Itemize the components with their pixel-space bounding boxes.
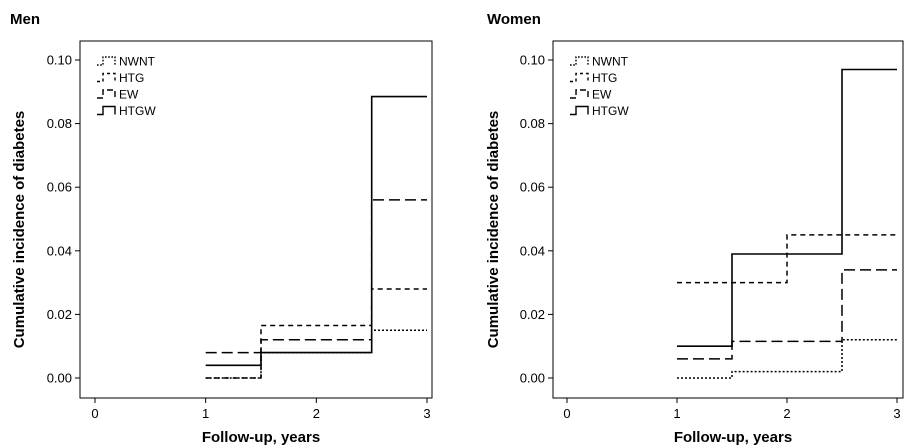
legend-swatch-htgw <box>570 105 589 116</box>
x-tick-label: 2 <box>313 406 320 421</box>
legend-label-htg: HTG <box>119 71 144 85</box>
y-tick-label: 0.10 <box>47 53 72 68</box>
legend: NWNT HTG EW HTGW <box>97 55 156 118</box>
y-tick-label: 0.08 <box>520 116 545 131</box>
legend-label-ew: EW <box>119 88 139 102</box>
series-line-htg <box>677 234 897 284</box>
x-tick-label: 3 <box>423 406 430 421</box>
legend-swatch-nwnt <box>570 56 589 66</box>
legend-label-nwnt: NWNT <box>592 55 629 69</box>
series-line-nwnt <box>677 339 897 379</box>
legend-label-ew: EW <box>592 88 612 102</box>
legend-swatch-htg <box>570 72 589 83</box>
x-tick-label: 2 <box>783 406 790 421</box>
legend-swatch-htgw <box>97 105 116 116</box>
y-tick-label: 0.02 <box>520 307 545 322</box>
y-tick-label: 0.10 <box>520 53 545 68</box>
series-line-htgw <box>205 95 427 367</box>
y-tick-label: 0.06 <box>520 180 545 195</box>
legend-label-nwnt: NWNT <box>119 55 156 69</box>
series-line-htg <box>205 288 427 379</box>
y-tick-label: 0.04 <box>47 243 72 258</box>
chart-panel-women: Women 0.00 0.02 0.04 0.06 0.08 0.10 0 1 2 3 Follow-… <box>485 11 904 446</box>
legend-swatch-nwnt <box>97 56 116 66</box>
chart-title: Men <box>10 11 40 28</box>
series-line-ew <box>677 269 897 360</box>
plot-frame <box>552 40 904 399</box>
series-line-ew <box>205 199 427 354</box>
x-tick-label: 1 <box>202 406 209 421</box>
y-tick-label: 0.04 <box>520 243 545 258</box>
chart-title: Women <box>487 11 541 28</box>
x-tick-label: 0 <box>563 406 570 421</box>
x-axis-label: Follow-up, years <box>674 429 792 446</box>
y-tick-label: 0.06 <box>47 180 72 195</box>
x-axis-label: Follow-up, years <box>202 429 320 446</box>
x-tick-label: 3 <box>893 406 900 421</box>
legend-swatch-ew <box>570 89 589 99</box>
y-axis-label: Cumulative incidence of diabetes <box>11 111 28 349</box>
series-line-nwnt <box>205 329 427 379</box>
x-tick-label: 0 <box>91 406 98 421</box>
legend-label-htgw: HTGW <box>119 104 156 118</box>
legend-swatch-ew <box>97 89 116 99</box>
legend-label-htg: HTG <box>592 71 617 85</box>
chart-panel-men: Men 0.00 0.02 0.04 0.06 0.08 0.10 0 1 2 3 Follow-up… <box>10 11 433 446</box>
y-tick-label: 0.02 <box>47 307 72 322</box>
y-tick-label: 0.08 <box>47 116 72 131</box>
x-tick-label: 1 <box>673 406 680 421</box>
legend-label-htgw: HTGW <box>592 104 629 118</box>
legend: NWNT HTG EW HTGW <box>570 55 629 118</box>
y-tick-label: 0.00 <box>520 371 545 386</box>
y-axis-label: Cumulative incidence of diabetes <box>485 111 502 349</box>
series-line-htgw <box>677 68 897 348</box>
y-tick-label: 0.00 <box>47 371 72 386</box>
legend-swatch-htg <box>97 72 116 83</box>
plot-frame <box>79 40 433 399</box>
